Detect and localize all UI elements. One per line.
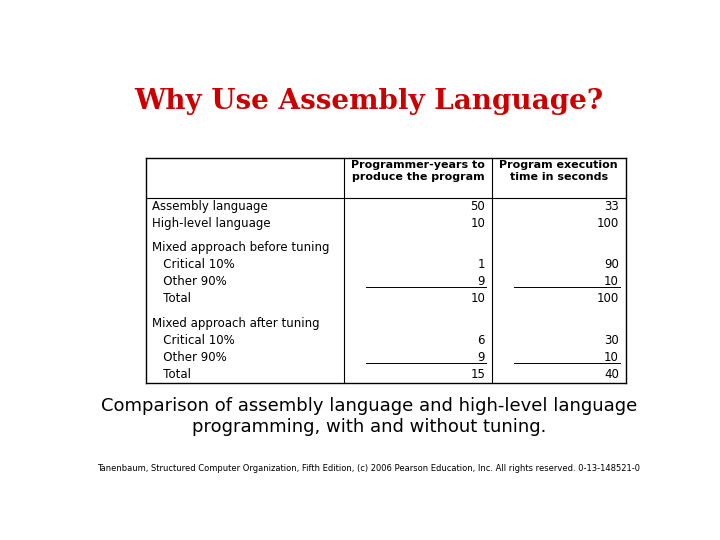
- Text: 90: 90: [604, 259, 619, 272]
- Text: 33: 33: [604, 200, 619, 213]
- Text: 15: 15: [470, 368, 485, 381]
- Text: Assembly language: Assembly language: [153, 200, 269, 213]
- Text: 10: 10: [470, 217, 485, 230]
- Text: 30: 30: [604, 334, 619, 347]
- Text: Critical 10%: Critical 10%: [153, 334, 235, 347]
- Text: Mixed approach after tuning: Mixed approach after tuning: [153, 317, 320, 330]
- Text: Total: Total: [153, 368, 192, 381]
- Text: 1: 1: [477, 259, 485, 272]
- Text: Total: Total: [153, 292, 192, 305]
- Text: Programmer-years to
produce the program: Programmer-years to produce the program: [351, 160, 485, 181]
- Text: 9: 9: [477, 275, 485, 288]
- Text: 100: 100: [597, 217, 619, 230]
- Text: Comparison of assembly language and high-level language
programming, with and wi: Comparison of assembly language and high…: [101, 397, 637, 436]
- Text: 40: 40: [604, 368, 619, 381]
- Text: 9: 9: [477, 351, 485, 364]
- Text: High-level language: High-level language: [153, 217, 271, 230]
- Text: Other 90%: Other 90%: [153, 351, 228, 364]
- Text: 10: 10: [604, 275, 619, 288]
- Text: Critical 10%: Critical 10%: [153, 259, 235, 272]
- Text: Tanenbaum, Structured Computer Organization, Fifth Edition, (c) 2006 Pearson Edu: Tanenbaum, Structured Computer Organizat…: [97, 464, 641, 473]
- Text: Program execution
time in seconds: Program execution time in seconds: [500, 160, 618, 181]
- Text: 10: 10: [470, 292, 485, 305]
- Text: 50: 50: [470, 200, 485, 213]
- Text: 6: 6: [477, 334, 485, 347]
- Text: Why Use Assembly Language?: Why Use Assembly Language?: [135, 87, 603, 114]
- Text: Other 90%: Other 90%: [153, 275, 228, 288]
- Text: 100: 100: [597, 292, 619, 305]
- Text: Mixed approach before tuning: Mixed approach before tuning: [153, 241, 330, 254]
- Text: 10: 10: [604, 351, 619, 364]
